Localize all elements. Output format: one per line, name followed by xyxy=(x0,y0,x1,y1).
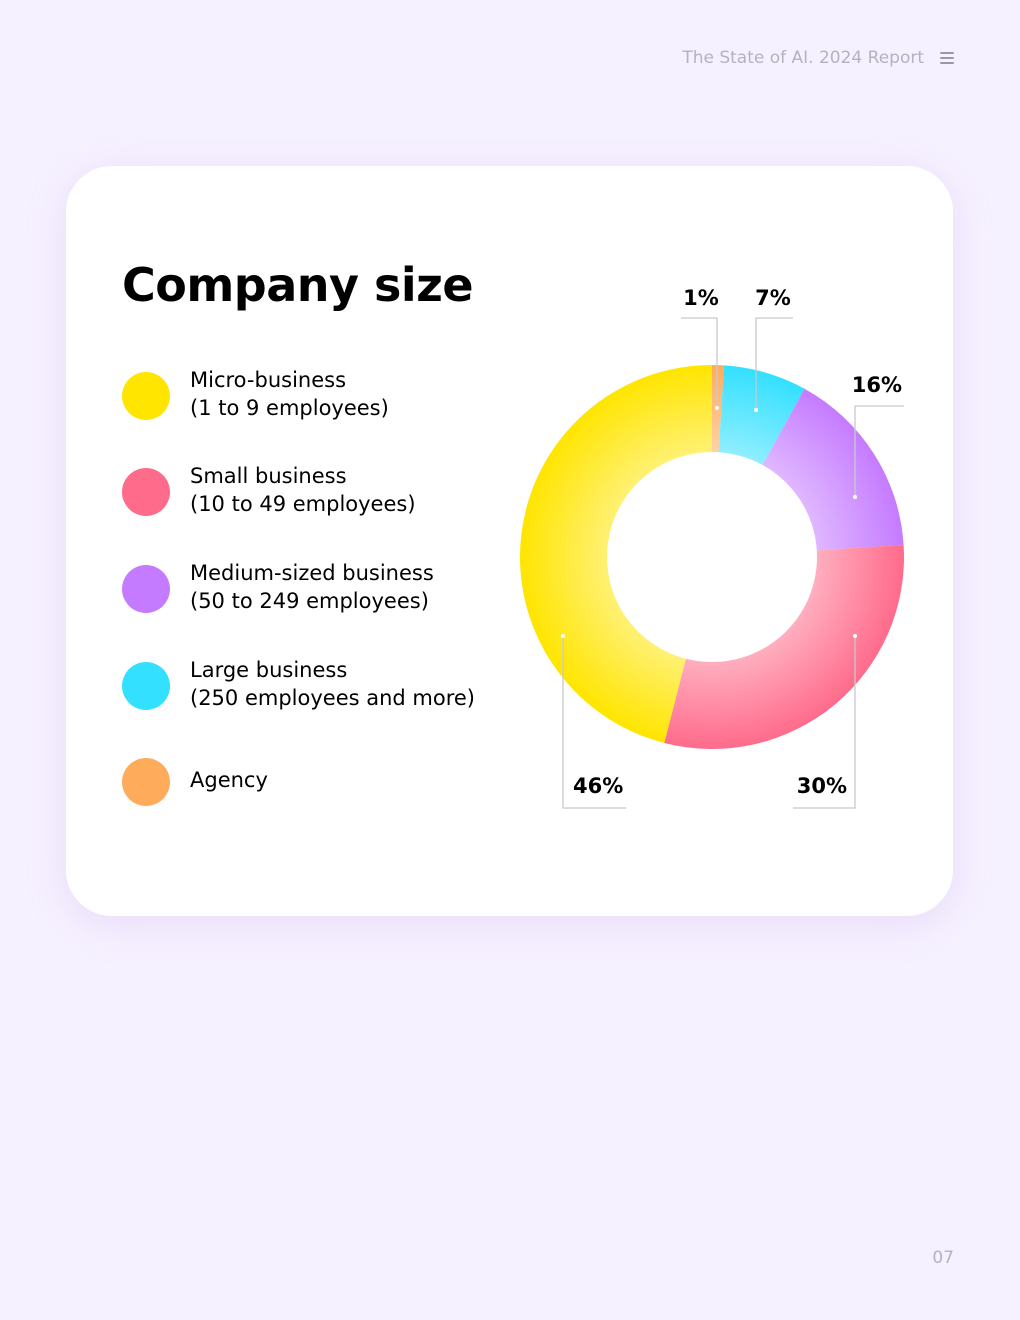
leader-dot xyxy=(853,495,857,499)
legend-swatch xyxy=(122,372,170,420)
legend-sublabel: (250 employees and more) xyxy=(190,686,475,710)
data-label: 16% xyxy=(852,373,902,397)
leader-dot xyxy=(853,634,857,638)
legend-label: Small business xyxy=(190,464,347,488)
leader-line xyxy=(562,636,626,809)
legend-swatch xyxy=(122,565,170,613)
leader-dot xyxy=(715,406,719,410)
legend-label: Large business xyxy=(190,658,348,682)
data-label: 30% xyxy=(797,774,847,798)
leader-line xyxy=(793,636,856,809)
legend-swatch xyxy=(122,468,170,516)
leader-dot xyxy=(754,408,758,412)
legend-sublabel: (1 to 9 employees) xyxy=(190,396,389,420)
legend-label: Agency xyxy=(190,768,268,792)
data-label: 1% xyxy=(683,286,719,310)
data-label: 46% xyxy=(573,774,623,798)
legend-sublabel: (10 to 49 employees) xyxy=(190,492,416,516)
legend-swatch xyxy=(122,758,170,806)
legend-swatch xyxy=(122,662,170,710)
donut-chart: 1% 7% 16% 30% 46% xyxy=(520,286,905,809)
leader-line xyxy=(854,405,904,497)
leader-line xyxy=(755,317,793,410)
legend-label: Micro-business xyxy=(190,368,347,392)
page-number: 07 xyxy=(932,1248,954,1268)
data-label: 7% xyxy=(755,286,791,310)
leader-line xyxy=(681,317,718,408)
legend-sublabel: (50 to 249 employees) xyxy=(190,589,429,613)
report-title: The State of AI. 2024 Report xyxy=(682,48,924,68)
company-size-card: Company size Micro-business (1 to 9 empl… xyxy=(66,166,953,916)
chart-title: Company size xyxy=(122,258,474,312)
donut-highlight xyxy=(520,365,904,749)
leader-dot xyxy=(561,634,565,638)
legend-label: Medium-sized business xyxy=(190,561,434,585)
report-header: The State of AI. 2024 Report xyxy=(682,48,954,68)
hamburger-menu-icon[interactable] xyxy=(940,52,954,64)
